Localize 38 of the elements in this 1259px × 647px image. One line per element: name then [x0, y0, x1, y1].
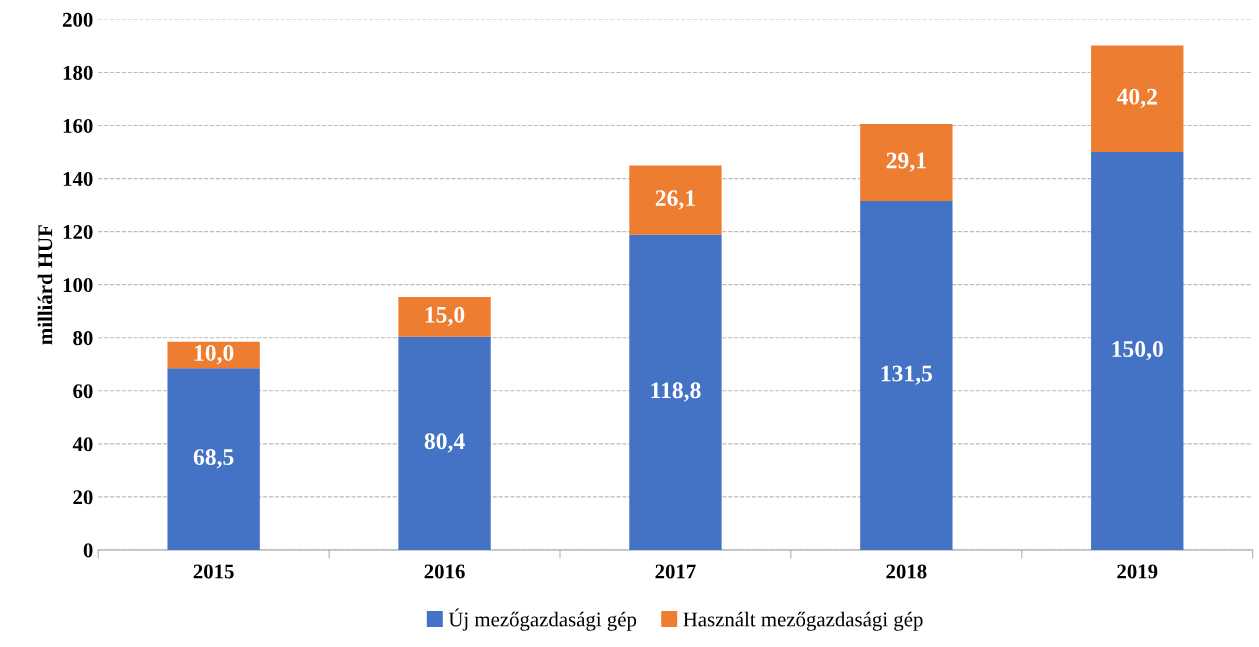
bar [167, 368, 260, 550]
y-tick-label: 200 [62, 12, 93, 27]
bar [398, 336, 491, 550]
data-label: 150,0 [1112, 340, 1163, 361]
bar [629, 234, 722, 550]
x-tick-label: 2018 [886, 564, 927, 579]
bar [1091, 45, 1184, 153]
y-tick-label: 140 [63, 171, 93, 187]
x-tick-label: 2016 [424, 564, 465, 579]
bar [860, 201, 953, 550]
data-label: 29,1 [886, 152, 926, 172]
x-tick-label: 2019 [1117, 564, 1158, 579]
y-tick-label: 120 [63, 225, 93, 240]
y-tick-label: 80 [73, 331, 93, 346]
bar [860, 123, 953, 202]
legend-label: Új mezőgazdasági gép [448, 608, 637, 631]
data-label: 15,0 [425, 306, 465, 327]
x-tick-label: 2017 [655, 564, 696, 579]
y-tick-label: 60 [73, 384, 93, 399]
bar [629, 165, 722, 235]
data-label: 118,8 [651, 382, 701, 402]
y-tick-label: 180 [63, 65, 93, 80]
data-label: 40,2 [1116, 88, 1157, 109]
data-label: 131,5 [881, 365, 933, 385]
y-tick-label: 20 [73, 490, 93, 505]
y-tick-label: 0 [83, 543, 93, 558]
data-label: 26,1 [655, 190, 695, 210]
legend-label: Használt mezőgazdasági gép [683, 611, 923, 631]
data-label: 68,5 [193, 449, 234, 469]
x-tick-label: 2015 [193, 564, 234, 579]
y-tick-label: 100 [63, 278, 93, 293]
y-tick-label: 160 [63, 118, 93, 133]
bar [398, 296, 491, 337]
y-tick-label: 40 [72, 437, 93, 452]
bar [1091, 152, 1184, 550]
data-label: 80,4 [424, 433, 465, 453]
y-axis-title: milliárd HUF [37, 225, 53, 345]
data-label: 10,0 [194, 344, 234, 365]
